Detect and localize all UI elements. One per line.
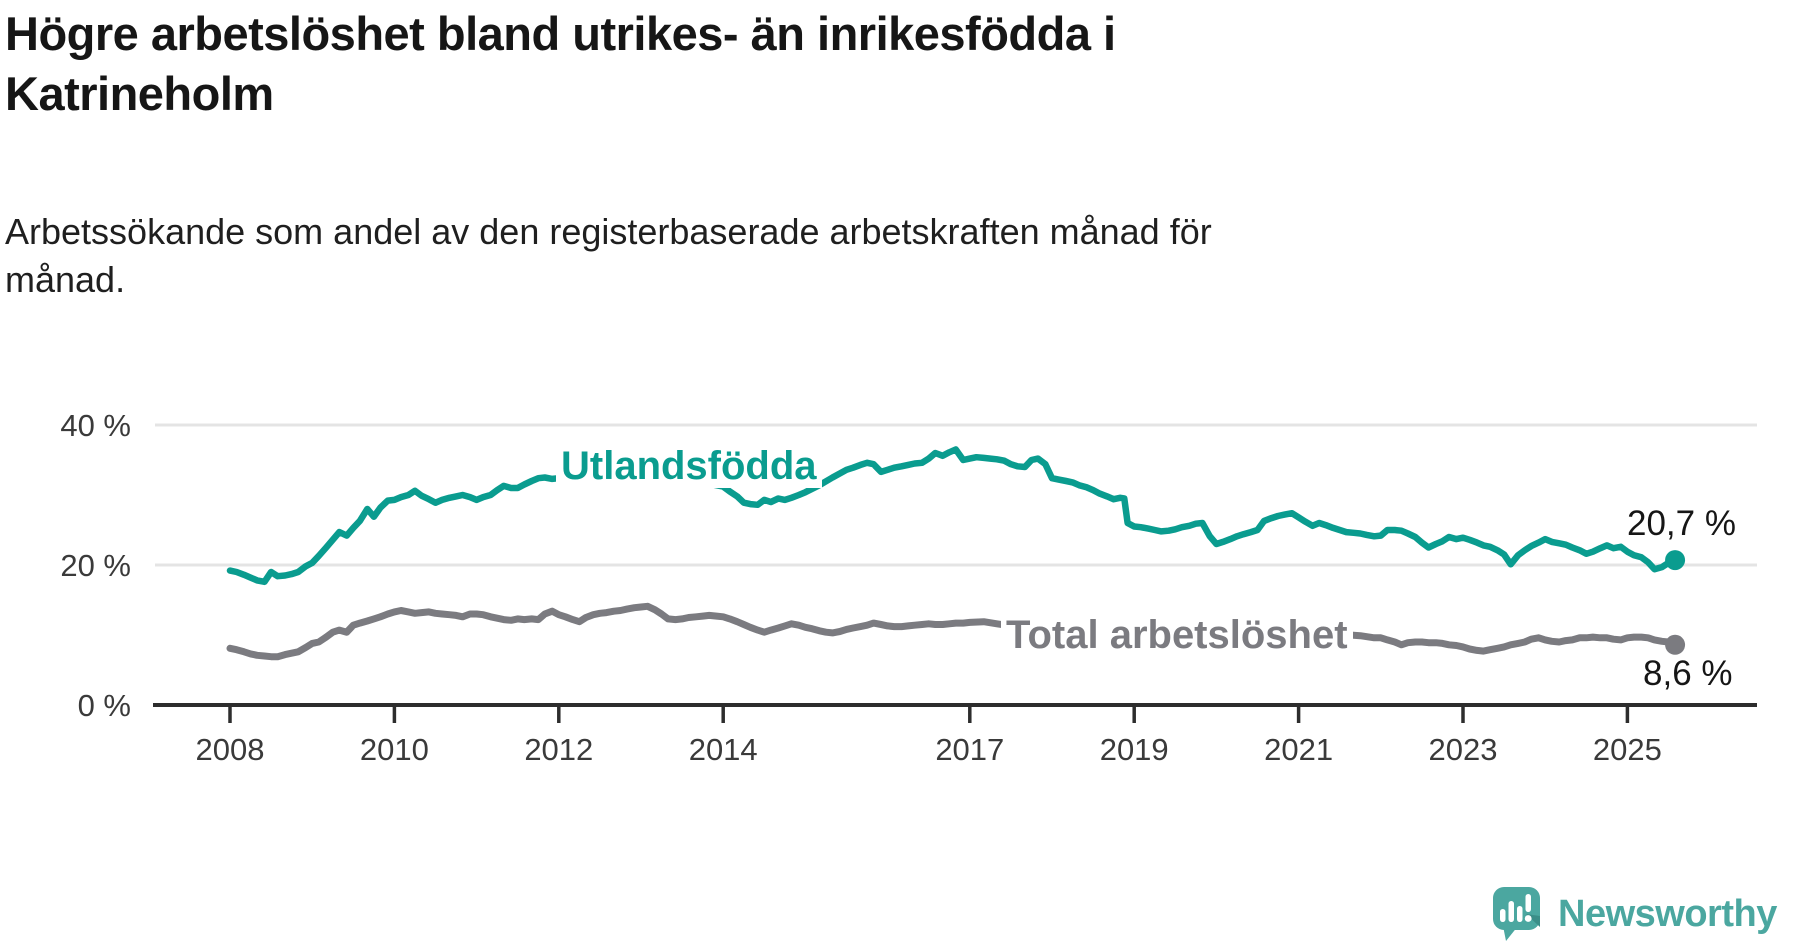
y-axis-tick-label: 20 % — [60, 548, 131, 583]
end-dot-utlandsfodda — [1665, 550, 1686, 571]
end-value-label-utlandsfodda: 20,7 % — [1627, 504, 1736, 543]
page-title: Högre arbetslöshet bland utrikes- än inr… — [5, 4, 1315, 124]
end-value-label-total: 8,6 % — [1643, 654, 1733, 693]
exclamation-icon — [1525, 894, 1531, 912]
chart-subtitle: Arbetssökande som andel av den registerb… — [5, 208, 1505, 304]
page-title-line-2: Katrineholm — [5, 67, 274, 120]
bar-chart-icon — [1500, 909, 1506, 922]
series-line-utlandsfodda — [226, 446, 1679, 586]
newsworthy-logo: Newsworthy — [1492, 886, 1777, 942]
x-axis-tick-label: 2010 — [360, 732, 429, 767]
series-label-total-arbetsloshet: Total arbetslöshet — [1001, 613, 1353, 657]
x-axis-tick-label: 2017 — [935, 732, 1004, 767]
x-axis-tick-label: 2019 — [1100, 732, 1169, 767]
chart-subtitle-line-2: månad. — [5, 259, 126, 300]
speech-bubble-tail — [1503, 926, 1518, 941]
x-axis-tick-label: 2021 — [1264, 732, 1333, 767]
x-axis-tick-label: 2023 — [1429, 732, 1498, 767]
chart-subtitle-line-1: Arbetssökande som andel av den registerb… — [5, 211, 1212, 252]
y-axis-tick-label: 0 % — [78, 688, 131, 723]
y-axis-tick-label: 40 % — [60, 408, 131, 443]
newsworthy-logo-text: Newsworthy — [1558, 892, 1777, 935]
x-axis-tick-label: 2008 — [196, 732, 265, 767]
x-axis-tick-label: 2012 — [524, 732, 593, 767]
end-dot-total-arbetsloshet — [1665, 634, 1686, 655]
series-line-total-arbetsloshet — [226, 602, 1679, 661]
page-title-line-1: Högre arbetslöshet bland utrikes- än inr… — [5, 7, 1116, 60]
newsworthy-logo-icon — [1493, 887, 1540, 941]
x-axis-tick-label: 2014 — [689, 732, 758, 767]
series-label-utlandsfodda: Utlandsfödda — [556, 444, 822, 488]
x-axis-tick-label: 2025 — [1593, 732, 1662, 767]
